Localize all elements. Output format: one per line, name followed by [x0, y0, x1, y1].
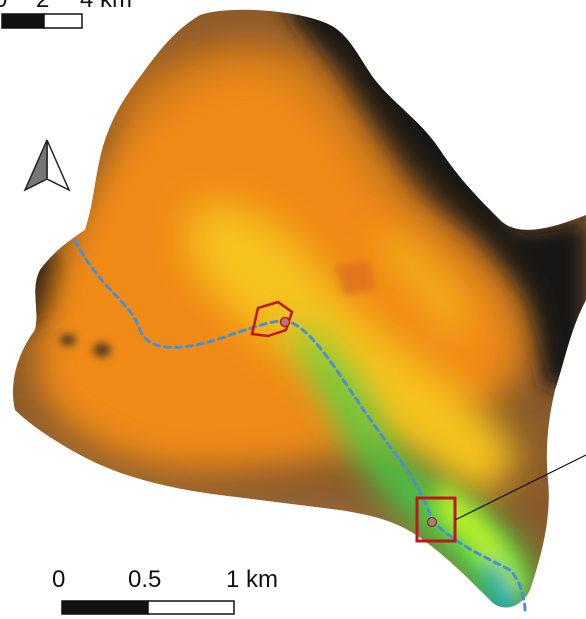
- north-arrow-icon: [23, 139, 71, 192]
- site-outline-upper: [250, 300, 294, 338]
- scale-bottom-label-0: 0: [52, 566, 66, 593]
- scale-top-label-2: 2: [36, 0, 49, 12]
- scale-top-label-4km: 4 km: [80, 0, 132, 12]
- stream-line: [73, 238, 527, 612]
- site-point-lower: [427, 517, 437, 527]
- scale-top-label-0: 0: [0, 0, 7, 12]
- callout-leader-line: [454, 454, 586, 521]
- scale-bottom-label-1km: 1 km: [226, 566, 279, 593]
- scale-bar-top: [1, 13, 83, 29]
- scale-bar-bottom: [61, 600, 235, 615]
- scale-bottom-label-0-5: 0.5: [128, 566, 162, 593]
- site-point-upper: [279, 316, 291, 328]
